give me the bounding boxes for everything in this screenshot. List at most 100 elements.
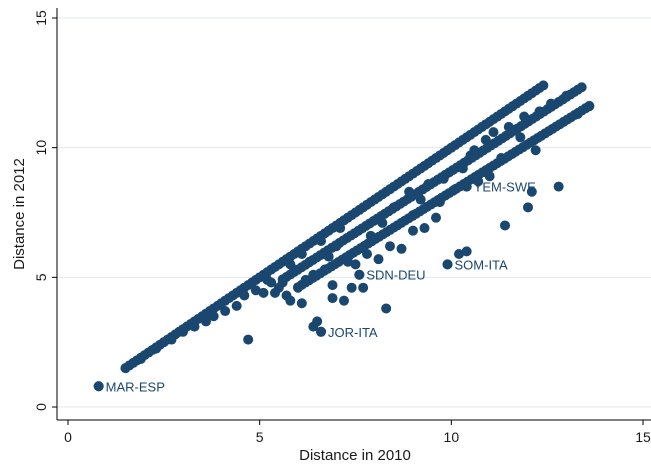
data-point-317 xyxy=(530,145,541,156)
data-point-348 xyxy=(519,111,530,122)
data-point-330 xyxy=(220,306,231,317)
data-point-322 xyxy=(365,230,376,241)
x-tick-label-3: 15 xyxy=(635,429,651,445)
y-tick-label-1: 5 xyxy=(33,273,49,281)
data-point-339 xyxy=(323,251,334,262)
data-point-296 xyxy=(385,241,395,252)
annotation-label-4: YEM-SWE xyxy=(474,180,536,195)
data-point-316 xyxy=(515,132,526,143)
data-point-329 xyxy=(231,300,242,311)
data-point-312 xyxy=(553,181,564,192)
data-point-271 xyxy=(120,363,131,374)
data-point-308 xyxy=(484,171,495,182)
data-point-311 xyxy=(526,186,537,197)
data-point-294 xyxy=(362,248,372,259)
data-point-319 xyxy=(423,178,434,189)
data-point-109 xyxy=(538,80,549,91)
data-point-343 xyxy=(438,173,449,184)
data-point-327 xyxy=(250,285,261,296)
data-point-320 xyxy=(408,210,418,221)
data-point-297 xyxy=(396,243,407,254)
data-point-353 xyxy=(584,101,595,112)
data-point-331 xyxy=(208,311,219,322)
y-tick-label-3: 15 xyxy=(33,10,49,26)
data-point-352 xyxy=(572,108,583,119)
annotations: MAR-ESP JOR-ITA SDN-DEU SOM-ITA YEM-SWE xyxy=(106,180,536,395)
data-point-305 xyxy=(450,184,461,195)
data-point-287 xyxy=(327,280,338,291)
tick-labels: 0 5 10 15 0 5 10 15 xyxy=(33,10,651,445)
data-point-307 xyxy=(473,176,484,187)
data-point-328 xyxy=(239,290,250,301)
y-tick-label-0: 0 xyxy=(33,403,49,411)
data-point-304 xyxy=(434,197,445,208)
data-point-278 xyxy=(327,293,338,304)
data-point-340 xyxy=(350,259,361,270)
annotated-point-2 xyxy=(354,269,365,280)
data-point-189 xyxy=(576,82,587,93)
data-point-277 xyxy=(312,316,323,327)
data-point-295 xyxy=(373,254,384,265)
data-point-324 xyxy=(304,256,315,267)
annotation-label-1: JOR-ITA xyxy=(328,325,378,340)
data-point-321 xyxy=(377,217,388,228)
data-point-338 xyxy=(281,290,292,301)
data-point-314 xyxy=(480,134,491,145)
data-point-299 xyxy=(419,223,430,234)
annotation-label-0: MAR-ESP xyxy=(106,379,165,394)
data-point-341 xyxy=(388,202,399,213)
data-point-310 xyxy=(523,202,533,213)
data-points xyxy=(93,80,595,392)
data-point-346 xyxy=(488,127,499,138)
data-point-286 xyxy=(319,264,330,275)
data-point-284 xyxy=(300,274,311,285)
data-point-273 xyxy=(151,343,162,354)
data-point-355 xyxy=(316,236,326,247)
grid-lines xyxy=(57,17,651,408)
annotated-point-4 xyxy=(461,181,472,192)
y-axis-title: Distance in 2012 xyxy=(11,158,28,270)
data-point-309 xyxy=(500,220,510,231)
annotation-label-3: SOM-ITA xyxy=(455,257,509,272)
data-point-315 xyxy=(496,153,507,164)
annotated-point-0 xyxy=(93,381,104,392)
x-tick-label-0: 0 xyxy=(64,429,72,445)
data-point-274 xyxy=(243,334,254,345)
data-point-291 xyxy=(358,282,369,293)
data-point-293 xyxy=(342,256,353,267)
data-point-300 xyxy=(431,212,441,223)
data-point-351 xyxy=(561,90,572,101)
data-point-332 xyxy=(201,316,211,327)
data-point-272 xyxy=(135,354,146,365)
data-point-289 xyxy=(346,282,357,293)
data-point-279 xyxy=(296,298,307,309)
axes xyxy=(52,8,651,425)
data-point-323 xyxy=(331,241,342,252)
data-point-345 xyxy=(469,145,480,156)
data-point-357 xyxy=(262,274,273,285)
data-point-344 xyxy=(457,163,468,174)
data-point-356 xyxy=(335,223,346,234)
annotated-point-1 xyxy=(316,326,326,337)
data-point-335 xyxy=(166,334,177,345)
data-point-288 xyxy=(339,295,349,306)
data-point-334 xyxy=(178,326,188,337)
annotation-label-2: SDN-DEU xyxy=(366,268,425,283)
data-point-283 xyxy=(293,282,303,293)
data-point-350 xyxy=(546,98,556,109)
data-point-333 xyxy=(189,321,200,332)
data-point-298 xyxy=(408,225,418,236)
data-point-342 xyxy=(415,194,426,205)
y-tick-label-2: 10 xyxy=(33,140,49,156)
annotated-point-3 xyxy=(442,259,453,270)
data-point-292 xyxy=(381,303,392,314)
data-point-358 xyxy=(285,259,296,270)
data-point-285 xyxy=(308,269,319,280)
data-point-349 xyxy=(534,106,545,117)
data-point-354 xyxy=(296,248,307,259)
data-point-337 xyxy=(273,282,284,293)
data-point-347 xyxy=(503,121,514,132)
data-point-336 xyxy=(258,287,269,298)
x-tick-label-1: 5 xyxy=(256,429,264,445)
